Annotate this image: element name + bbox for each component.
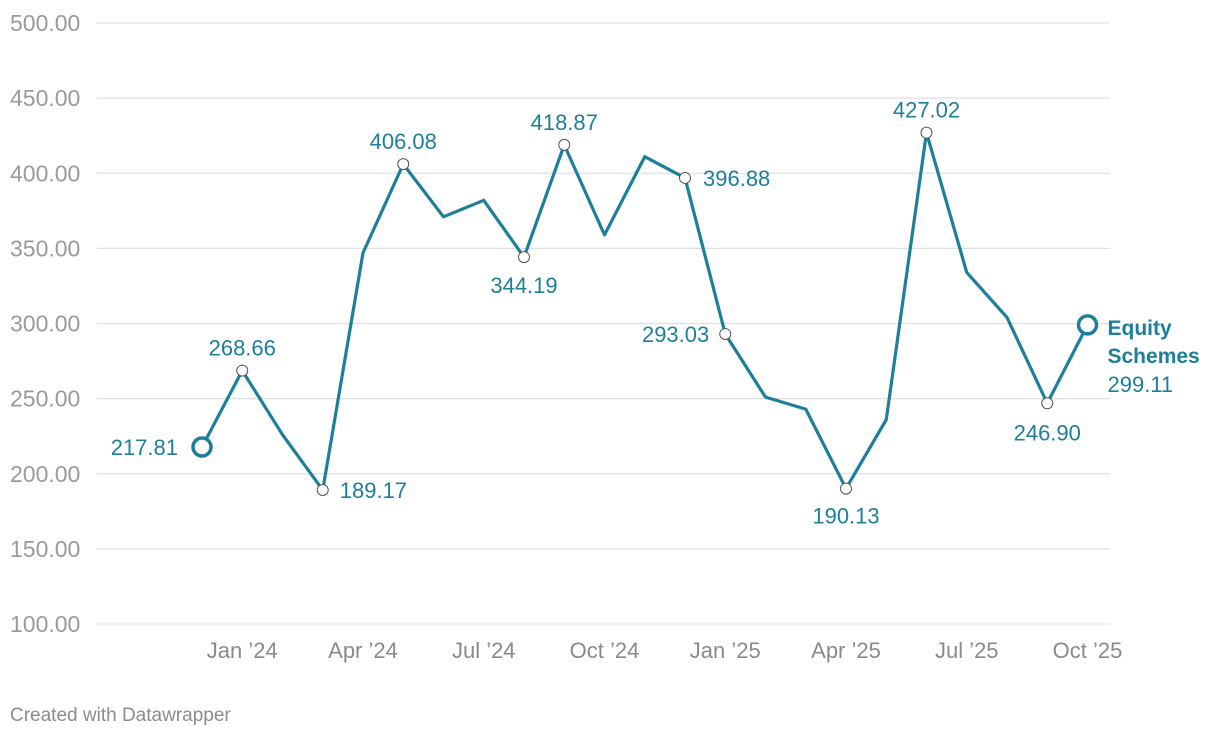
- y-tick-label: 150.00: [10, 536, 80, 562]
- x-tick-label: Apr ’25: [811, 638, 881, 663]
- series-end-value-label: 299.11: [1108, 372, 1174, 397]
- y-axis-ticks: 500.00 450.00 400.00 350.00 300.00 250.00 200.…: [10, 10, 80, 637]
- y-tick-label: 250.00: [10, 386, 80, 412]
- x-tick-label: Oct ’24: [570, 638, 640, 663]
- data-point-marker: [191, 436, 213, 458]
- data-label: 396.88: [703, 166, 770, 191]
- y-tick-label: 100.00: [10, 611, 80, 637]
- data-point-marker: [719, 327, 732, 340]
- x-tick-label: Jan ’25: [690, 638, 761, 663]
- y-tick-label: 200.00: [10, 461, 80, 487]
- gridlines: [97, 22, 1110, 625]
- series-equity-schemes: [200, 131, 1090, 492]
- y-tick-label: 350.00: [10, 235, 80, 261]
- y-tick-label: 300.00: [10, 311, 80, 337]
- data-label: 293.03: [642, 322, 709, 347]
- y-tick-label: 500.00: [10, 10, 80, 36]
- x-tick-label: Jul ’25: [935, 638, 999, 663]
- x-axis-ticks: Jan ’24 Apr ’24 Jul ’24 Oct ’24 Jan ’25 Apr ’…: [207, 638, 1123, 663]
- data-label: 190.13: [812, 504, 879, 529]
- data-labels: 217.81 268.66 189.17 406.08 344.19 418.87 396.…: [111, 98, 1200, 529]
- y-tick-label: 400.00: [10, 160, 80, 186]
- data-point-marker: [558, 138, 571, 151]
- data-point-marker: [316, 484, 329, 497]
- data-point-marker: [518, 251, 530, 264]
- data-label: 427.02: [893, 98, 960, 123]
- data-point-marker: [236, 364, 249, 377]
- data-point-marker: [1041, 397, 1054, 410]
- data-point-marker: [679, 171, 691, 184]
- series-name-label: Schemes: [1108, 345, 1200, 368]
- data-point-marker: [920, 126, 933, 139]
- credit-text: Created with Datawrapper: [10, 705, 231, 726]
- data-label: 344.19: [490, 273, 557, 298]
- y-tick-label: 450.00: [10, 85, 80, 111]
- x-tick-label: Oct ’25: [1053, 638, 1123, 663]
- data-point-marker: [1076, 314, 1099, 336]
- x-tick-label: Apr ’24: [328, 638, 398, 663]
- x-tick-label: Jul ’24: [452, 638, 516, 663]
- data-point-marker: [840, 482, 852, 495]
- data-label: 406.08: [370, 129, 437, 154]
- data-label: 189.17: [340, 478, 407, 503]
- data-label: 268.66: [209, 336, 276, 361]
- series-line: [200, 131, 1090, 492]
- data-point-marker: [397, 158, 410, 171]
- x-tick-label: Jan ’24: [207, 638, 278, 663]
- data-label: 246.90: [1014, 420, 1081, 445]
- data-label: 418.87: [531, 110, 598, 135]
- data-label: 217.81: [111, 435, 178, 460]
- series-name-label: Equity: [1108, 317, 1172, 340]
